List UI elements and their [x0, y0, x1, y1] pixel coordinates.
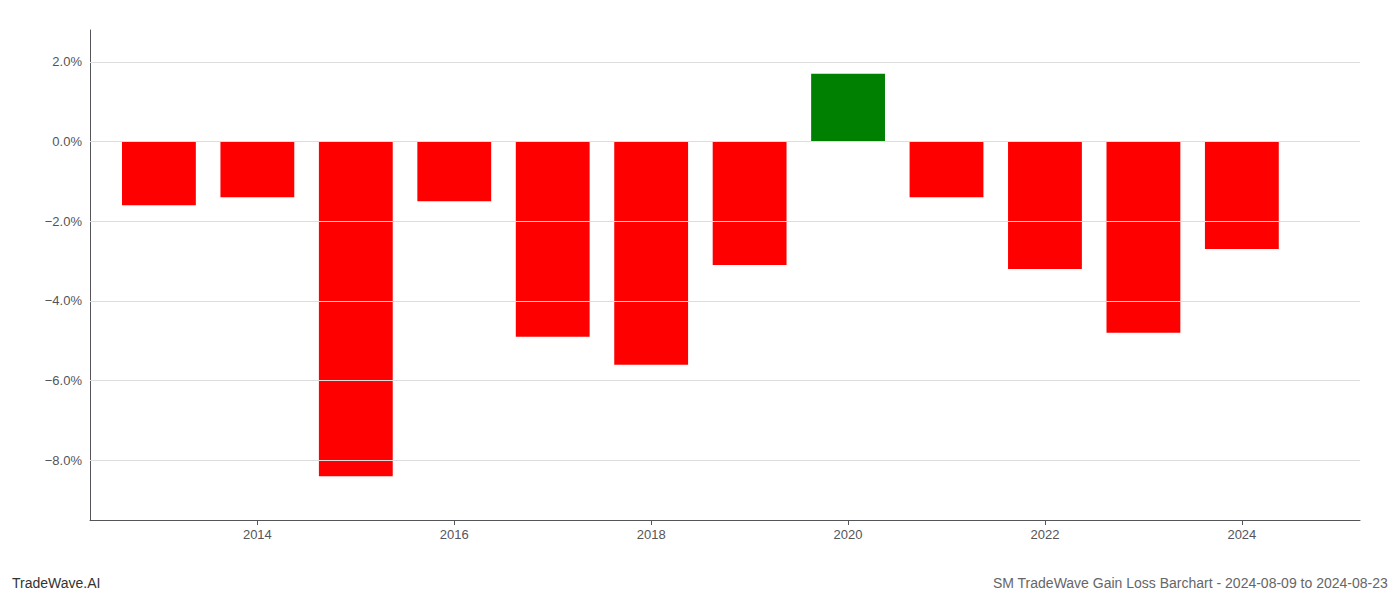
svg-text:2.0%: 2.0% — [52, 54, 82, 69]
svg-text:−6.0%: −6.0% — [45, 373, 83, 388]
svg-text:−8.0%: −8.0% — [45, 453, 83, 468]
svg-text:TradeWave.AI: TradeWave.AI — [12, 575, 100, 591]
svg-text:−4.0%: −4.0% — [45, 293, 83, 308]
svg-text:2018: 2018 — [637, 527, 666, 542]
svg-text:SM TradeWave Gain Loss Barchar: SM TradeWave Gain Loss Barchart - 2024-0… — [993, 575, 1388, 591]
svg-text:2016: 2016 — [440, 527, 469, 542]
svg-text:0.0%: 0.0% — [52, 134, 82, 149]
svg-text:2014: 2014 — [243, 527, 272, 542]
svg-text:2020: 2020 — [834, 527, 863, 542]
svg-text:2022: 2022 — [1031, 527, 1060, 542]
svg-text:−2.0%: −2.0% — [45, 214, 83, 229]
svg-text:2024: 2024 — [1227, 527, 1256, 542]
